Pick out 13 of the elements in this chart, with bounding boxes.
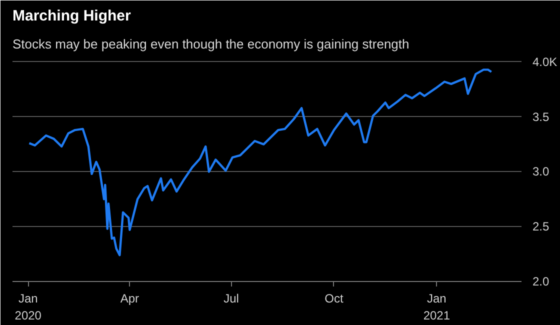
y-tick-label: 2.5 xyxy=(532,220,550,234)
y-tick-label: 3.0 xyxy=(532,164,550,179)
x-tick-label: Jan 2021 xyxy=(423,292,450,322)
y-tick-label: 3.5 xyxy=(532,110,550,124)
x-tick-label: Jan 2020 xyxy=(14,292,42,322)
chart-subtitle: Stocks may be peaking even though the economy is gaining strength xyxy=(12,36,410,52)
x-tick-label: Oct xyxy=(324,292,344,306)
y-tick-label: 2.0 xyxy=(532,274,550,288)
x-tick-label: Jul xyxy=(224,292,239,306)
chart-title: Marching Higher xyxy=(12,8,132,24)
line-series xyxy=(28,68,492,256)
x-tick-label: Apr xyxy=(120,292,140,306)
y-tick-label: 4.0K xyxy=(532,54,558,69)
